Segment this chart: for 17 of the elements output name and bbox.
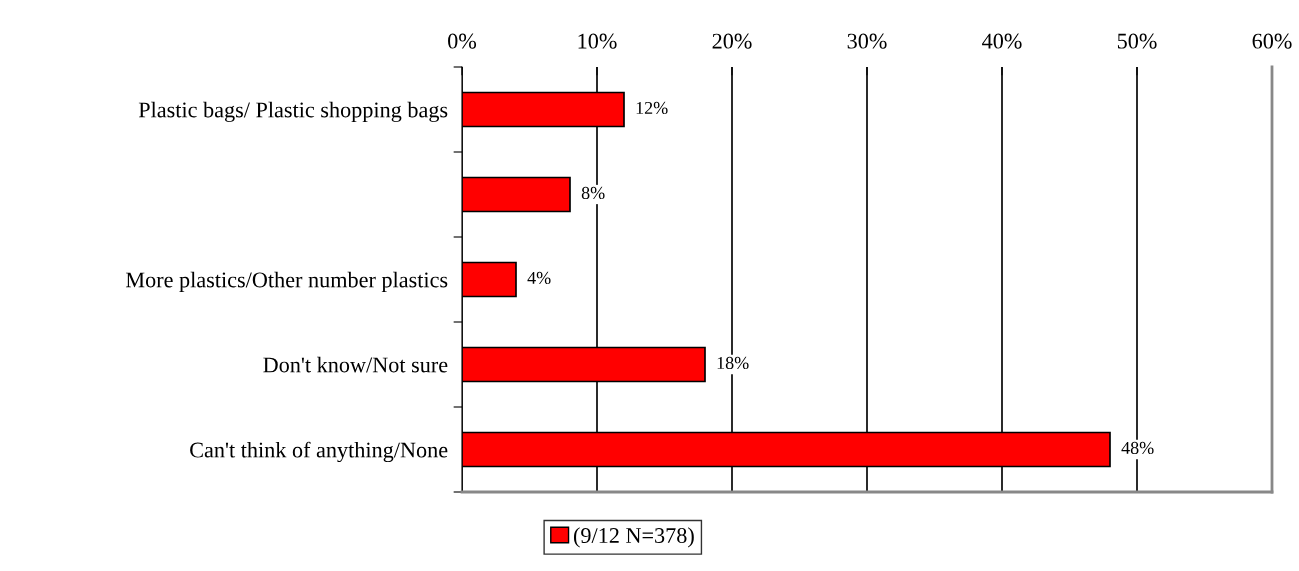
text: 12% <box>636 101 668 115</box>
x-tick-label: 10% <box>578 33 617 49</box>
x-tick-label: 20% <box>712 33 752 49</box>
y-tick-label: More plastics/Other number plastics <box>125 271 448 292</box>
text: 8% <box>581 186 605 200</box>
x-tick-label: 60% <box>1252 33 1292 49</box>
x-tick-label: 30% <box>847 33 887 49</box>
text: 48% <box>1121 441 1154 455</box>
x-tick-label: 0% <box>448 33 477 49</box>
y-tick-label: Don't know/Not sure <box>263 356 448 373</box>
text: 4% <box>527 271 551 285</box>
x-tick-label: 50% <box>1117 33 1157 49</box>
text: 18% <box>717 356 749 370</box>
y-tick-label: Plastic bags/ Plastic shopping bags <box>138 101 448 123</box>
x-tick-label: 40% <box>982 33 1022 49</box>
legend-label: (9/12 N=378) <box>573 527 694 548</box>
y-tick-label: Can't think of anything/None <box>190 441 448 463</box>
